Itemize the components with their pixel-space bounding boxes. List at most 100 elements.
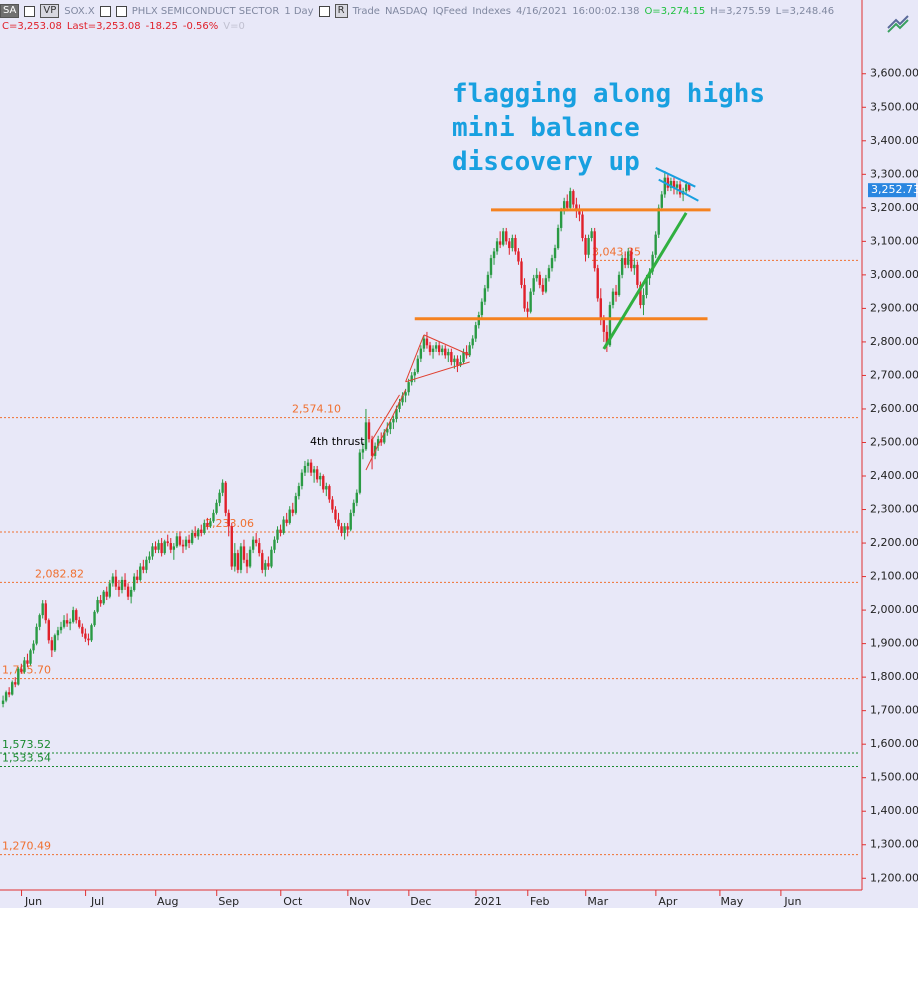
candle-body <box>471 338 474 346</box>
header-bar: SA VP SOX.X PHLX SEMICONDUCT SECTOR 1 Da… <box>0 3 834 19</box>
candle-body <box>53 635 57 651</box>
candle-body <box>669 181 673 188</box>
candle-body <box>294 496 298 513</box>
x-tick-label: Nov <box>349 895 371 908</box>
candle-body <box>90 625 93 641</box>
level-label: 1,270.49 <box>2 840 51 853</box>
x-tick-label: Aug <box>157 895 178 908</box>
candle-body <box>75 610 78 621</box>
close: C=3,253.08 <box>2 21 62 32</box>
candle-body <box>434 345 438 349</box>
candle-body <box>547 268 551 279</box>
candle-body <box>389 422 392 430</box>
dropdown[interactable] <box>24 5 36 17</box>
candle-body <box>26 660 29 664</box>
time: 16:00:02.138 <box>572 5 640 17</box>
candle-body <box>230 526 233 567</box>
candle-body <box>428 345 432 352</box>
candle-body <box>44 603 47 621</box>
candle-body <box>203 522 206 533</box>
candle-body <box>340 526 343 533</box>
candle-body <box>575 204 578 212</box>
candle-body <box>169 543 172 550</box>
candle-body <box>437 345 441 352</box>
change-pct: -0.56% <box>182 21 219 32</box>
x-tick-label: Sep <box>218 895 239 908</box>
y-tick-label: 3,200.00 <box>870 201 918 214</box>
candle-body <box>520 261 523 285</box>
candle-body <box>523 284 526 309</box>
candle-body <box>282 519 285 533</box>
candle-body <box>129 589 133 597</box>
candle-body <box>404 392 407 396</box>
candle-body <box>84 633 87 639</box>
y-tick-label: 2,600.00 <box>870 402 918 415</box>
candle-body <box>617 274 621 295</box>
candle-body <box>38 615 41 627</box>
y-tick-label: 3,600.00 <box>870 67 918 80</box>
candle-body <box>325 486 328 490</box>
y-tick-label: 2,000.00 <box>870 603 918 616</box>
candle-body <box>660 194 663 208</box>
candle-body <box>78 620 81 627</box>
candle-body <box>489 258 493 275</box>
candle-body <box>602 318 606 332</box>
candle-body <box>511 238 514 249</box>
candle-body <box>273 539 276 550</box>
candle-body <box>553 248 557 259</box>
candle-body <box>233 553 237 567</box>
candle-body <box>93 611 96 626</box>
candle-body <box>614 291 618 295</box>
button[interactable]: SA <box>0 4 20 18</box>
candle-body <box>193 532 197 537</box>
x-tick-label: Feb <box>530 895 549 908</box>
y-tick-label: 3,400.00 <box>870 134 918 147</box>
candle-body <box>35 626 38 644</box>
toolbar-icon[interactable] <box>887 15 909 33</box>
button[interactable]: R <box>334 4 348 18</box>
candle-body <box>535 274 538 279</box>
candle-body <box>370 439 374 456</box>
annotation-label: 4th thrust <box>310 435 365 448</box>
candle-body <box>212 512 215 522</box>
candle-body <box>10 682 14 695</box>
level-label: 2,574.10 <box>292 403 341 416</box>
candle-body <box>380 439 383 443</box>
dropdown[interactable] <box>115 5 127 17</box>
y-tick-label: 3,500.00 <box>870 100 918 113</box>
candle-body <box>633 264 636 269</box>
candle-body <box>559 211 563 228</box>
candle-body <box>639 284 642 306</box>
candle-body <box>102 591 105 604</box>
candle-body <box>108 583 111 597</box>
candle-body <box>450 351 453 363</box>
candle-body <box>361 449 365 453</box>
candle-body <box>136 576 139 580</box>
button[interactable]: VP <box>40 4 60 18</box>
dropdown[interactable] <box>318 5 330 17</box>
candle-body <box>148 556 151 560</box>
candle-body <box>419 348 423 359</box>
candle-body <box>264 563 267 570</box>
candle-body <box>541 284 545 292</box>
trend-line <box>405 361 470 383</box>
candle-body <box>505 231 508 242</box>
candle-body <box>349 512 352 530</box>
candle-body <box>151 546 154 557</box>
candle-body <box>590 231 593 239</box>
candle-body <box>425 338 429 346</box>
candle-body <box>114 576 118 587</box>
candle-body <box>7 692 11 695</box>
candle-body <box>611 291 615 306</box>
candle-body <box>495 241 499 252</box>
annotation: discovery up <box>452 147 640 177</box>
candle-body <box>486 274 490 289</box>
instrument-name: PHLX SEMICONDUCT SECTOR <box>131 5 280 17</box>
high: H=3,275.59 <box>710 5 771 17</box>
dropdown[interactable] <box>99 5 111 17</box>
candle-body <box>215 502 218 513</box>
candle-body <box>221 482 224 493</box>
candle-body <box>142 566 145 570</box>
y-tick-label: 1,200.00 <box>870 871 918 884</box>
